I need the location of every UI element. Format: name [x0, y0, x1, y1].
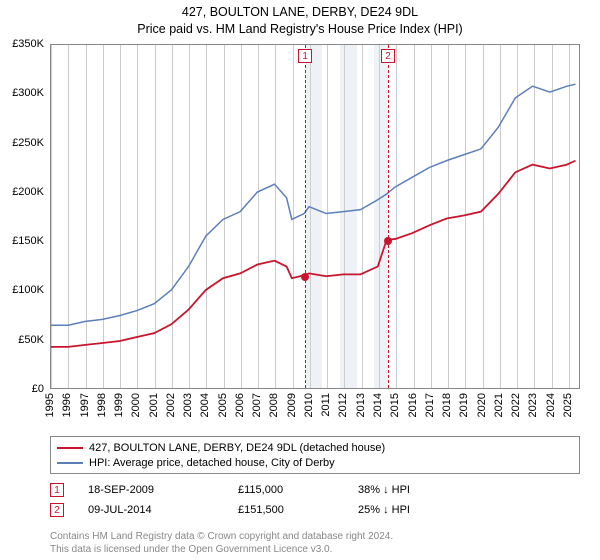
legend-label-hpi: HPI: Average price, detached house, City… [89, 457, 335, 469]
x-tick: 2017 [424, 393, 436, 417]
x-tick: 2004 [199, 393, 211, 417]
x-tick: 2019 [458, 393, 470, 417]
x-tick: 2000 [130, 393, 142, 417]
x-tick: 2024 [545, 393, 557, 417]
y-tick: £50K [18, 334, 44, 346]
title-subtitle: Price paid vs. HM Land Registry's House … [0, 21, 600, 38]
event-date-2: 09-JUL-2014 [88, 504, 238, 516]
x-tick: 2003 [182, 393, 194, 417]
x-tick: 2016 [407, 393, 419, 417]
event-pct-1: 38% ↓ HPI [358, 484, 478, 496]
x-tick: 2008 [268, 393, 280, 417]
x-tick: 2002 [165, 393, 177, 417]
x-tick: 2009 [286, 393, 298, 417]
x-tick: 2001 [148, 393, 160, 417]
x-tick: 1997 [79, 393, 91, 417]
x-tick: 2010 [303, 393, 315, 417]
legend-row-hpi: HPI: Average price, detached house, City… [57, 455, 573, 470]
chart-legend: 427, BOULTON LANE, DERBY, DE24 9DL (deta… [50, 436, 580, 474]
chart-footer: Contains HM Land Registry data © Crown c… [50, 531, 580, 556]
sale-dot [384, 237, 392, 245]
x-tick: 2023 [527, 393, 539, 417]
event-price-1: £115,000 [238, 484, 358, 496]
y-tick: £200K [12, 186, 44, 198]
x-tick: 1995 [44, 393, 56, 417]
event-row-1: 1 18-SEP-2009 £115,000 38% ↓ HPI [50, 480, 580, 500]
y-tick: £250K [12, 137, 44, 149]
event-table: 1 18-SEP-2009 £115,000 38% ↓ HPI 2 09-JU… [50, 480, 580, 520]
marker-label-2: 2 [381, 49, 395, 63]
x-tick: 2012 [337, 393, 349, 417]
x-tick: 2020 [476, 393, 488, 417]
legend-swatch-hpi [57, 462, 83, 464]
x-tick: 2015 [389, 393, 401, 417]
y-axis: £0£50K£100K£150K£200K£250K£300K£350K [0, 44, 48, 389]
x-tick: 2025 [562, 393, 574, 417]
footer-line-1: Contains HM Land Registry data © Crown c… [50, 531, 580, 544]
event-pct-2: 25% ↓ HPI [358, 504, 478, 516]
x-tick: 2021 [493, 393, 505, 417]
x-tick: 2014 [372, 393, 384, 417]
legend-row-property: 427, BOULTON LANE, DERBY, DE24 9DL (deta… [57, 440, 573, 455]
y-tick: £350K [12, 38, 44, 50]
x-tick: 2011 [320, 393, 332, 417]
chart-title: 427, BOULTON LANE, DERBY, DE24 9DL Price… [0, 0, 600, 38]
legend-swatch-property [57, 447, 83, 449]
event-row-2: 2 09-JUL-2014 £151,500 25% ↓ HPI [50, 500, 580, 520]
x-tick: 1999 [113, 393, 125, 417]
sale-dot [301, 273, 309, 281]
series-hpi [51, 84, 576, 325]
marker-label-1: 1 [298, 49, 312, 63]
x-tick: 2005 [217, 393, 229, 417]
event-num-2: 2 [50, 503, 64, 517]
footer-line-2: This data is licensed under the Open Gov… [50, 544, 580, 557]
y-tick: £150K [12, 235, 44, 247]
y-tick: £100K [12, 284, 44, 296]
y-tick: £0 [32, 383, 44, 395]
x-tick: 2006 [234, 393, 246, 417]
chart-lines [51, 45, 579, 388]
chart-plot-area: 12 [50, 44, 580, 389]
series-property [51, 161, 576, 347]
event-price-2: £151,500 [238, 504, 358, 516]
x-tick: 2018 [441, 393, 453, 417]
x-tick: 2022 [510, 393, 522, 417]
x-axis: 1995199619971998199920002001200220032004… [50, 391, 580, 435]
event-date-1: 18-SEP-2009 [88, 484, 238, 496]
event-num-1: 1 [50, 483, 64, 497]
x-tick: 2007 [251, 393, 263, 417]
title-address: 427, BOULTON LANE, DERBY, DE24 9DL [0, 4, 600, 21]
y-tick: £300K [12, 87, 44, 99]
x-tick: 1998 [96, 393, 108, 417]
legend-label-property: 427, BOULTON LANE, DERBY, DE24 9DL (deta… [89, 442, 385, 454]
x-tick: 1996 [61, 393, 73, 417]
x-tick: 2013 [355, 393, 367, 417]
